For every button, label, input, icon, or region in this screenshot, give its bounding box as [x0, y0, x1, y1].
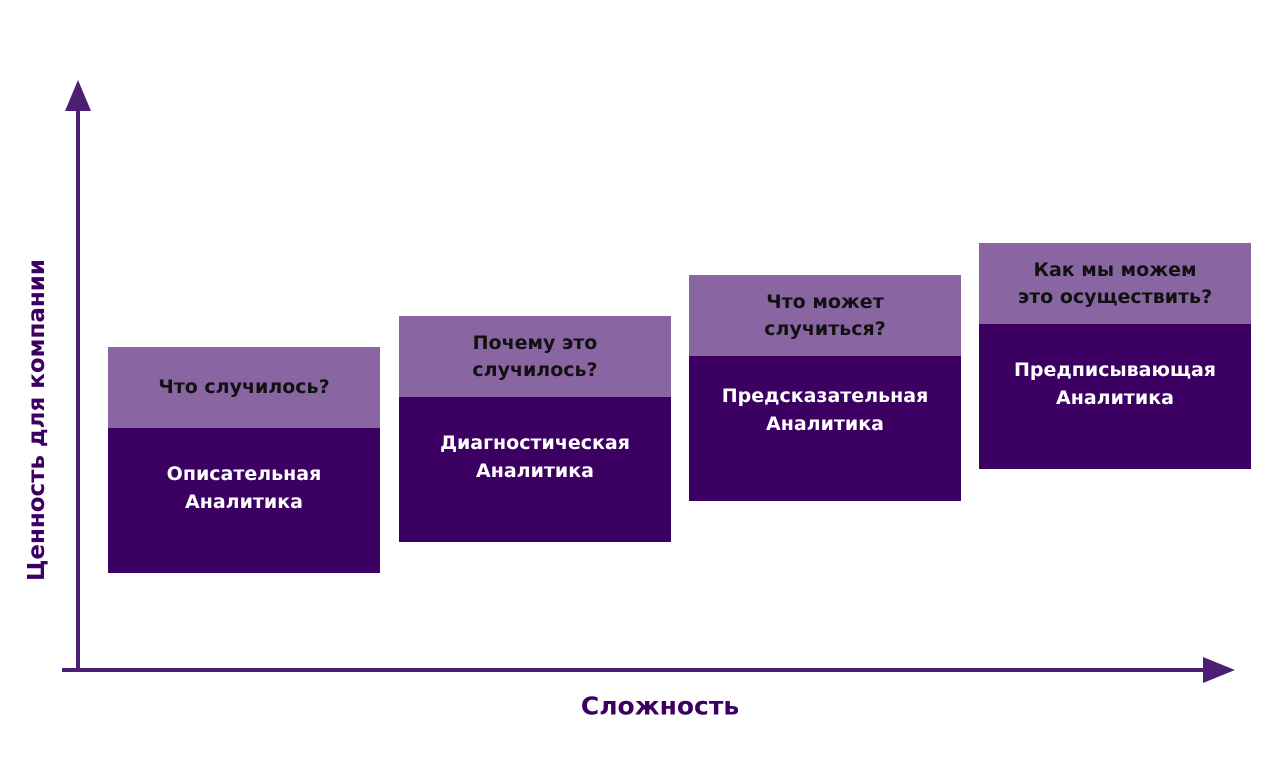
- question-text: Как мы можем это осуществить?: [1017, 258, 1213, 308]
- stage-diagnostic: Почему это случилось? Диагностическая Ан…: [399, 316, 671, 542]
- type-band: Диагностическая Аналитика: [399, 397, 671, 542]
- question-text: Почему это случилось?: [472, 331, 598, 381]
- type-text: Предсказательная Аналитика: [721, 385, 929, 435]
- type-band: Описательная Аналитика: [108, 428, 380, 573]
- type-text: Описательная Аналитика: [166, 463, 322, 513]
- stage-descriptive: Что случилось? Описательная Аналитика: [108, 347, 380, 573]
- question-band: Что может случиться?: [689, 275, 961, 356]
- stage-prescriptive: Как мы можем это осуществить? Предписыва…: [979, 243, 1251, 469]
- y-axis-label: Ценность для компании: [24, 259, 50, 581]
- question-text: Что может случиться?: [764, 290, 886, 340]
- type-text: Предписывающая Аналитика: [1014, 359, 1216, 409]
- question-band: Почему это случилось?: [399, 316, 671, 397]
- question-band: Как мы можем это осуществить?: [979, 243, 1251, 324]
- question-text: Что случилось?: [158, 376, 330, 398]
- stage-predictive: Что может случиться? Предсказательная Ан…: [689, 275, 961, 501]
- y-axis-arrow-icon: [65, 80, 91, 111]
- type-band: Предсказательная Аналитика: [689, 356, 961, 501]
- type-text: Диагностическая Аналитика: [440, 432, 630, 482]
- x-axis-label: Сложность: [580, 691, 740, 721]
- type-band: Предписывающая Аналитика: [979, 324, 1251, 469]
- x-axis-arrow-icon: [1203, 657, 1235, 683]
- question-band: Что случилось?: [108, 347, 380, 428]
